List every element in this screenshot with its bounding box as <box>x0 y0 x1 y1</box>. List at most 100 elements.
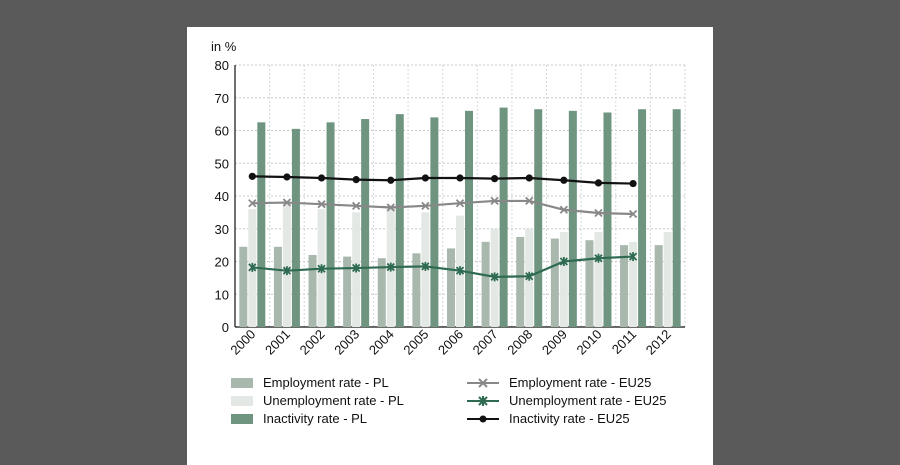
point <box>490 196 499 206</box>
x-tick-label: 2006 <box>435 327 466 358</box>
point <box>525 196 534 206</box>
series-line-2 <box>252 255 634 278</box>
legend-label: Employment rate - PL <box>263 375 389 390</box>
y-tick-label: 60 <box>215 124 229 139</box>
legend-label: Inactivity rate - PL <box>263 411 368 426</box>
series-line-1 <box>252 199 634 216</box>
bar-3 <box>326 122 335 327</box>
x-tick-label: 2000 <box>227 327 258 358</box>
bar-3 <box>257 122 266 327</box>
bar-3 <box>291 128 300 327</box>
legend-item-employment-eu25: Employment rate - EU25 <box>467 374 651 391</box>
point <box>386 203 395 212</box>
y-tick-label: 80 <box>215 58 229 73</box>
bar-3 <box>395 114 404 327</box>
point <box>317 174 326 182</box>
point <box>283 173 291 181</box>
x-tick-label: 2008 <box>504 327 535 358</box>
point <box>594 208 603 218</box>
legend-item-employment-pl: Employment rate - PL <box>231 374 389 391</box>
unit-label: in % <box>211 39 237 54</box>
point <box>387 176 395 184</box>
x-tick-label: 2001 <box>262 327 293 358</box>
bar-1 <box>447 248 455 327</box>
x-tick-label: 2004 <box>366 327 397 358</box>
bar-1 <box>620 245 629 327</box>
y-tick-label: 30 <box>215 222 229 237</box>
bar-2 <box>282 204 291 327</box>
point <box>317 200 326 209</box>
bar-1 <box>585 240 594 327</box>
legend-label: Inactivity rate - EU25 <box>509 411 630 426</box>
y-tick-label: 50 <box>215 156 229 171</box>
x-tick-label: 2011 <box>609 327 639 357</box>
bar-1 <box>550 238 559 327</box>
bar-1 <box>377 258 386 327</box>
point <box>248 172 256 180</box>
point <box>352 201 361 210</box>
bar-3 <box>568 110 577 327</box>
y-tick-label: 20 <box>215 255 229 270</box>
point <box>560 176 568 184</box>
point <box>248 199 257 208</box>
bar-1 <box>273 246 282 327</box>
legend-item-unemployment-pl: Unemployment rate - PL <box>231 392 404 409</box>
bar-1 <box>516 236 525 327</box>
point <box>421 201 430 210</box>
x-tick-label: 2012 <box>643 327 674 358</box>
point <box>456 174 464 182</box>
bar-2 <box>559 232 568 327</box>
bar-3 <box>534 109 543 328</box>
legend-label: Unemployment rate - PL <box>263 393 404 408</box>
chart-frame: in % 0 10 20 30 40 50 60 70 80 2000 2001 2002 2003 20… <box>187 27 713 465</box>
bar-3 <box>361 119 370 327</box>
y-tick-label: 10 <box>215 287 229 302</box>
bar-3 <box>499 107 508 327</box>
point <box>559 205 568 214</box>
bar-1 <box>481 241 490 327</box>
x-tick-label: 2002 <box>297 327 328 358</box>
bar-3 <box>465 110 473 327</box>
bar-1 <box>412 253 421 327</box>
bar-3 <box>672 109 681 328</box>
x-tick-label: 2003 <box>331 327 362 358</box>
bar-1 <box>343 256 352 327</box>
bar-3 <box>603 112 612 327</box>
point <box>594 179 603 187</box>
point <box>282 198 292 207</box>
legend-line-dot <box>467 415 499 422</box>
legend-swatch <box>231 377 253 388</box>
point <box>525 174 533 182</box>
legend-item-unemployment-eu25: Unemployment rate - EU25 <box>467 392 667 409</box>
x-tick-label: 2009 <box>539 327 570 358</box>
point <box>628 209 638 219</box>
bar-3 <box>638 109 647 328</box>
bar-2 <box>594 232 603 327</box>
y-tick-label: 0 <box>222 320 229 335</box>
y-tick-label: 40 <box>215 189 229 204</box>
series-line-3 <box>252 175 634 185</box>
bar-2 <box>663 232 672 327</box>
x-tick-label: 2010 <box>574 327 605 358</box>
legend: Employment rate - PL Unemployment rate -… <box>231 374 701 454</box>
y-tick-label: 70 <box>215 91 229 106</box>
bar-1 <box>654 245 663 327</box>
legend-label: Unemployment rate - EU25 <box>509 393 667 408</box>
legend-item-inactivity-eu25: Inactivity rate - EU25 <box>467 410 630 427</box>
point <box>421 174 429 182</box>
point <box>352 176 360 184</box>
point <box>629 179 637 188</box>
x-tick-label: 2007 <box>470 327 501 358</box>
legend-swatch <box>231 395 253 406</box>
point <box>455 199 465 208</box>
bar-1 <box>239 246 248 327</box>
bar-2 <box>629 241 638 327</box>
legend-item-inactivity-pl: Inactivity rate - PL <box>231 410 367 427</box>
bar-1 <box>308 254 317 327</box>
legend-label: Employment rate - EU25 <box>509 375 652 390</box>
legend-swatch <box>231 413 253 424</box>
x-tick-label: 2005 <box>400 327 431 358</box>
legend-line-star <box>467 395 499 406</box>
point <box>491 175 499 183</box>
